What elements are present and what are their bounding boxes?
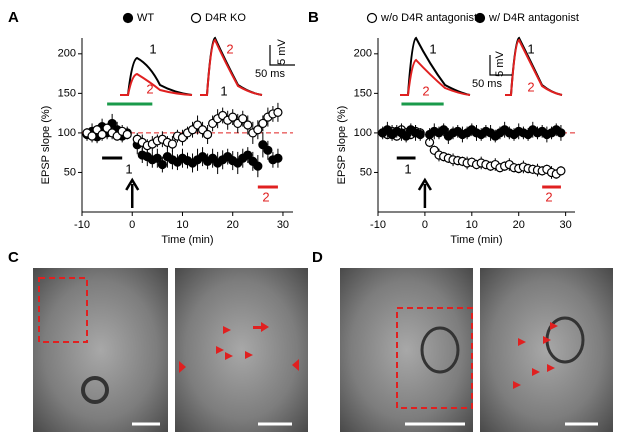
panel-label: B: [308, 9, 319, 26]
legend-marker: [122, 12, 134, 24]
legend-marker: [190, 12, 202, 24]
y-axis-label: EPSP slope (%): [40, 106, 52, 185]
annotation: 2: [422, 83, 429, 98]
data-point: [97, 129, 107, 140]
data-point: [157, 159, 167, 170]
data-point: [122, 129, 132, 140]
annotation: 2: [226, 41, 233, 56]
trace-inset: [400, 36, 563, 96]
y-axis-label: EPSP slope (%): [336, 106, 348, 185]
data-point: [258, 140, 268, 150]
legend-label: WT: [137, 12, 154, 24]
annotation: 50 ms: [255, 68, 285, 80]
x-tick-label: 30: [277, 219, 289, 231]
annotation: 5 mV: [494, 51, 506, 77]
stimulus-arrow: [417, 177, 432, 208]
legend-label: w/ D4R antagonist: [488, 12, 579, 24]
data-point: [415, 129, 425, 140]
data-point: [258, 118, 268, 129]
x-tick-label: 0: [129, 219, 135, 231]
data-point: [439, 125, 449, 135]
annotation: 2: [545, 189, 552, 204]
legend-marker: [366, 12, 378, 24]
annotation: 1: [404, 161, 411, 176]
x-tick-label: 10: [176, 219, 188, 231]
annotation: 2: [262, 189, 269, 204]
micrographs: [33, 268, 613, 432]
panel-label: C: [8, 249, 19, 266]
data-point: [202, 129, 213, 140]
data-point: [253, 125, 263, 135]
y-tick-label: 200: [354, 48, 372, 60]
data-point: [167, 139, 178, 149]
legend-label: D4R KO: [205, 12, 246, 24]
trace-inset: [120, 36, 295, 96]
x-axis-label: Time (min): [161, 234, 213, 246]
y-tick-label: 100: [58, 127, 76, 139]
annotation: 1: [125, 161, 132, 176]
x-tick-label: 20: [227, 219, 239, 231]
y-tick-label: 150: [354, 87, 372, 99]
annotation: 1: [429, 41, 436, 56]
y-tick-label: 200: [58, 48, 76, 60]
data-point: [152, 153, 162, 163]
annotation: 2: [146, 81, 153, 96]
x-tick-label: 10: [466, 219, 478, 231]
y-tick-label: 100: [354, 127, 372, 139]
y-tick-label: 150: [58, 87, 76, 99]
data-point: [556, 166, 566, 176]
data-point: [401, 131, 411, 141]
x-tick-label: -10: [74, 219, 90, 231]
y-tick-label: 50: [360, 166, 372, 178]
x-tick-label: -10: [370, 219, 386, 231]
data-point: [253, 161, 263, 171]
data-point: [87, 131, 97, 141]
x-tick-label: 30: [559, 219, 571, 231]
panel-label: D: [312, 249, 323, 266]
legend-label: w/o D4R antagonist: [380, 12, 477, 24]
annotation: 1: [527, 41, 534, 56]
data-point: [243, 120, 253, 130]
data-point: [273, 107, 283, 117]
annotation: 1: [149, 41, 156, 56]
legend-marker: [474, 12, 486, 24]
data-point: [243, 150, 253, 160]
x-tick-label: 0: [422, 219, 428, 231]
panel-label: A: [8, 9, 19, 26]
annotation: 50 ms: [472, 78, 502, 90]
annotation: 5 mV: [276, 39, 288, 65]
x-tick-label: 20: [513, 219, 525, 231]
data-point: [263, 145, 273, 155]
data-point: [273, 153, 283, 163]
data-point: [238, 114, 248, 124]
stimulus-arrow: [125, 177, 140, 208]
annotation: 1: [220, 83, 227, 98]
data-point: [228, 112, 238, 122]
x-axis-label: Time (min): [450, 234, 502, 246]
data-point: [556, 128, 566, 138]
y-tick-label: 50: [64, 166, 76, 178]
annotation: 2: [527, 79, 534, 94]
